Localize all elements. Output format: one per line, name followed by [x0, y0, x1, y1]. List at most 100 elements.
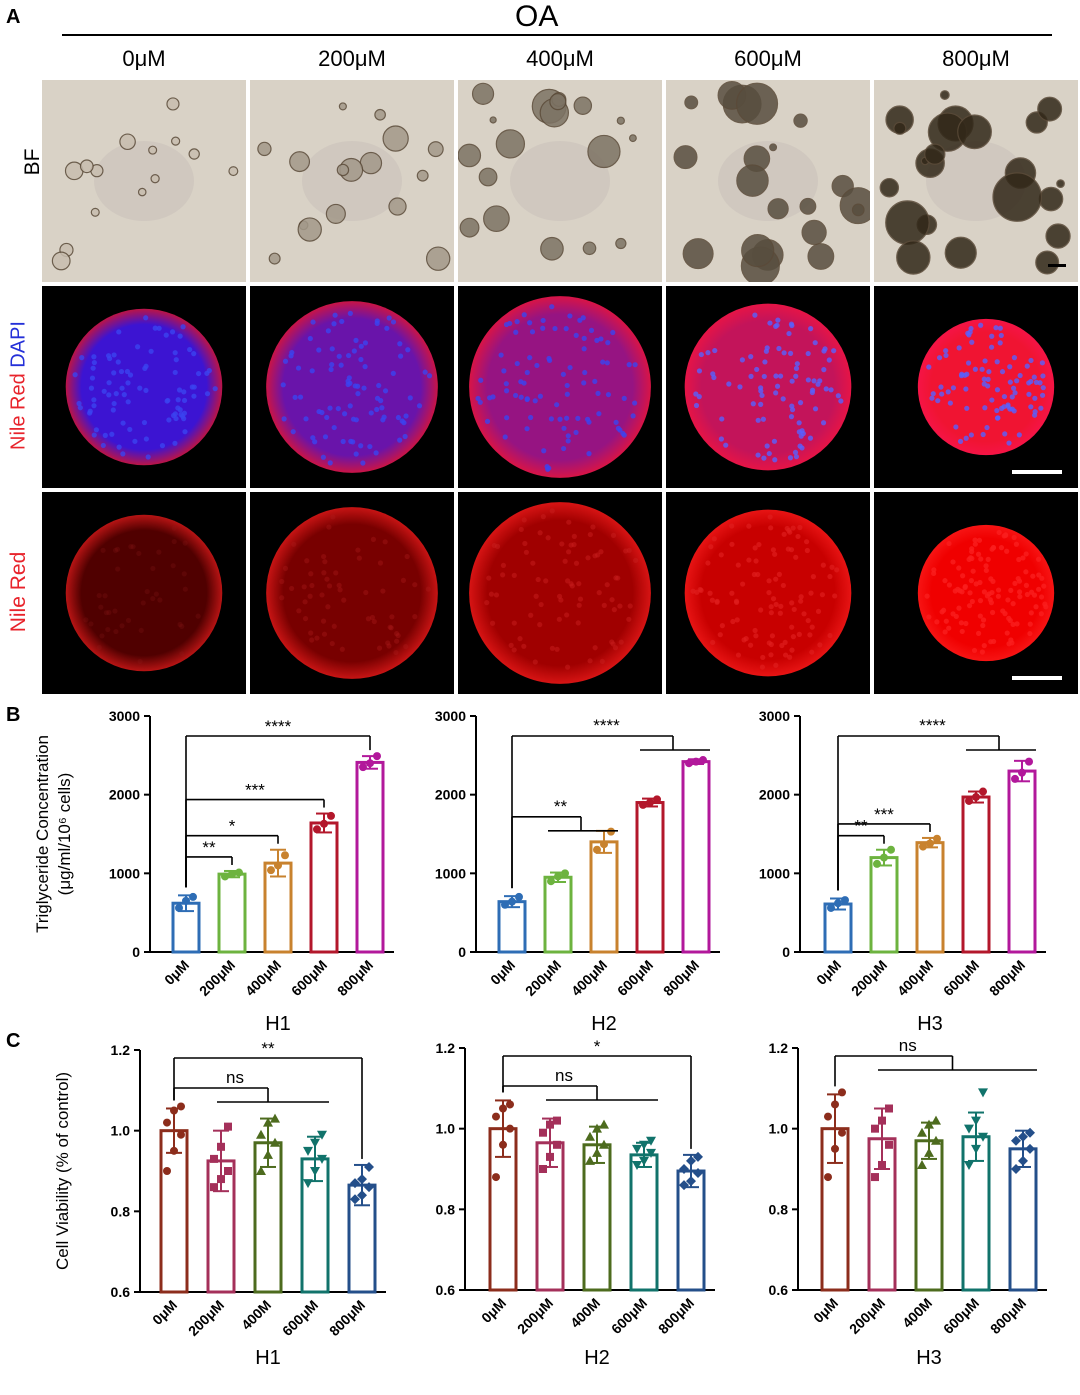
panel-b-letter: B — [6, 704, 21, 726]
bar — [543, 875, 573, 954]
bar — [309, 821, 339, 954]
data-point — [917, 1159, 927, 1169]
microscopy-image-bf — [250, 80, 454, 282]
y-tick-label: 1.2 — [111, 1042, 131, 1058]
bar — [676, 1169, 706, 1292]
data-point — [931, 1135, 941, 1145]
data-point — [189, 892, 197, 901]
x-tick-label: 400M — [238, 1297, 274, 1333]
bar — [1007, 769, 1037, 954]
data-point — [224, 1122, 232, 1131]
microscopy-image-bf — [666, 80, 870, 282]
data-point — [320, 819, 328, 828]
data-point — [917, 1127, 927, 1137]
sig-label: ns — [899, 1036, 917, 1055]
data-point — [692, 757, 700, 766]
y-tick-label: 1.2 — [436, 1040, 456, 1056]
data-point — [599, 1119, 609, 1129]
bar — [217, 872, 247, 954]
x-tick-label: 400M — [567, 1295, 603, 1331]
data-point — [561, 869, 569, 878]
concentration-header: 200μM — [318, 46, 386, 71]
sig-label: ** — [854, 817, 868, 836]
concentration-header: 400μM — [526, 46, 594, 71]
x-tick-label: 600μM — [279, 1297, 321, 1339]
y-tick-label: 1.0 — [436, 1121, 456, 1137]
microscopy-image-merge — [42, 286, 246, 488]
x-axis-label: H2 — [584, 1347, 610, 1369]
x-tick-label: 600μM — [288, 957, 330, 999]
data-point — [885, 1140, 893, 1149]
sig-label: ns — [226, 1068, 244, 1087]
data-point — [585, 1131, 595, 1141]
data-point — [310, 1167, 320, 1176]
data-point — [878, 1116, 886, 1125]
sig-label: *** — [874, 805, 894, 824]
x-tick-label: 400μM — [242, 957, 284, 999]
data-point — [1018, 1155, 1028, 1166]
data-point — [979, 787, 987, 796]
data-point — [971, 1144, 981, 1154]
data-point — [506, 1100, 514, 1109]
bar — [915, 841, 945, 954]
data-point — [506, 1124, 514, 1133]
data-point — [885, 1104, 893, 1113]
data-point — [827, 903, 835, 912]
y-axis-label-units: (μg/ml/10⁶ cells) — [55, 773, 74, 896]
microscopy-image-merge — [250, 286, 454, 488]
data-point — [600, 840, 608, 849]
x-tick-label: 0μM — [813, 957, 844, 988]
data-point — [224, 1167, 232, 1175]
x-tick-label: 400μM — [568, 957, 610, 999]
data-point — [210, 1183, 218, 1192]
y-tick-label: 1000 — [759, 865, 790, 881]
y-tick-label: 0.6 — [436, 1282, 456, 1298]
microscopy-image-merge — [458, 286, 662, 488]
data-point — [499, 1140, 507, 1149]
data-point — [217, 1142, 225, 1151]
bar — [629, 1153, 659, 1292]
bar — [635, 801, 665, 954]
microscopy-image-merge — [666, 286, 870, 488]
x-tick-label: 600μM — [608, 1295, 650, 1337]
data-point — [926, 839, 934, 848]
bar — [681, 760, 711, 954]
x-tick-label: 200μM — [522, 957, 564, 999]
y-tick-label: 0.6 — [111, 1284, 131, 1300]
x-tick-label: 400μM — [894, 957, 936, 999]
data-point — [887, 845, 895, 854]
x-axis-label: H1 — [265, 1013, 291, 1035]
bar — [159, 1129, 189, 1294]
concentration-header: 0μM — [122, 46, 166, 71]
x-tick-label: 600μM — [614, 957, 656, 999]
data-point — [880, 853, 888, 862]
microscopy-image-nile — [250, 492, 454, 694]
sig-label: *** — [245, 781, 265, 800]
data-point — [263, 1149, 273, 1159]
data-point — [1011, 1135, 1021, 1146]
data-point — [1025, 757, 1033, 766]
y-tick-label: 0.8 — [436, 1201, 456, 1217]
data-point — [357, 1190, 367, 1201]
data-point — [210, 1154, 218, 1163]
data-point — [699, 756, 707, 765]
data-point — [221, 872, 229, 881]
data-point — [679, 1180, 689, 1191]
data-point — [965, 796, 973, 805]
x-axis-label: H1 — [255, 1347, 281, 1369]
data-point — [359, 763, 367, 772]
data-point — [1011, 1164, 1021, 1174]
data-point — [228, 870, 236, 879]
data-point — [693, 1151, 703, 1162]
sig-label: ** — [202, 838, 216, 857]
x-tick-label: 0μM — [487, 957, 518, 988]
data-point — [978, 1132, 988, 1142]
bar — [582, 1143, 612, 1292]
data-point — [366, 759, 374, 768]
x-axis-label: H3 — [917, 1013, 943, 1035]
y-tick-label: 1.0 — [111, 1123, 131, 1139]
data-point — [831, 1100, 839, 1109]
data-point — [357, 1174, 367, 1185]
sig-label: ** — [554, 797, 568, 816]
